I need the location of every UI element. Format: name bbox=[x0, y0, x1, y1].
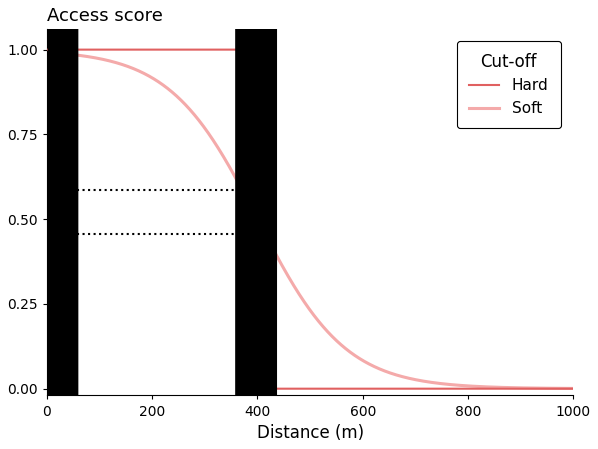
Bar bbox=[48, 0, 77, 449]
X-axis label: Distance (m): Distance (m) bbox=[257, 424, 364, 442]
FancyBboxPatch shape bbox=[254, 0, 276, 449]
FancyBboxPatch shape bbox=[236, 0, 258, 449]
Text: Access score: Access score bbox=[47, 7, 163, 25]
Legend: Hard, Soft: Hard, Soft bbox=[457, 40, 560, 128]
Bar bbox=[48, 0, 77, 449]
